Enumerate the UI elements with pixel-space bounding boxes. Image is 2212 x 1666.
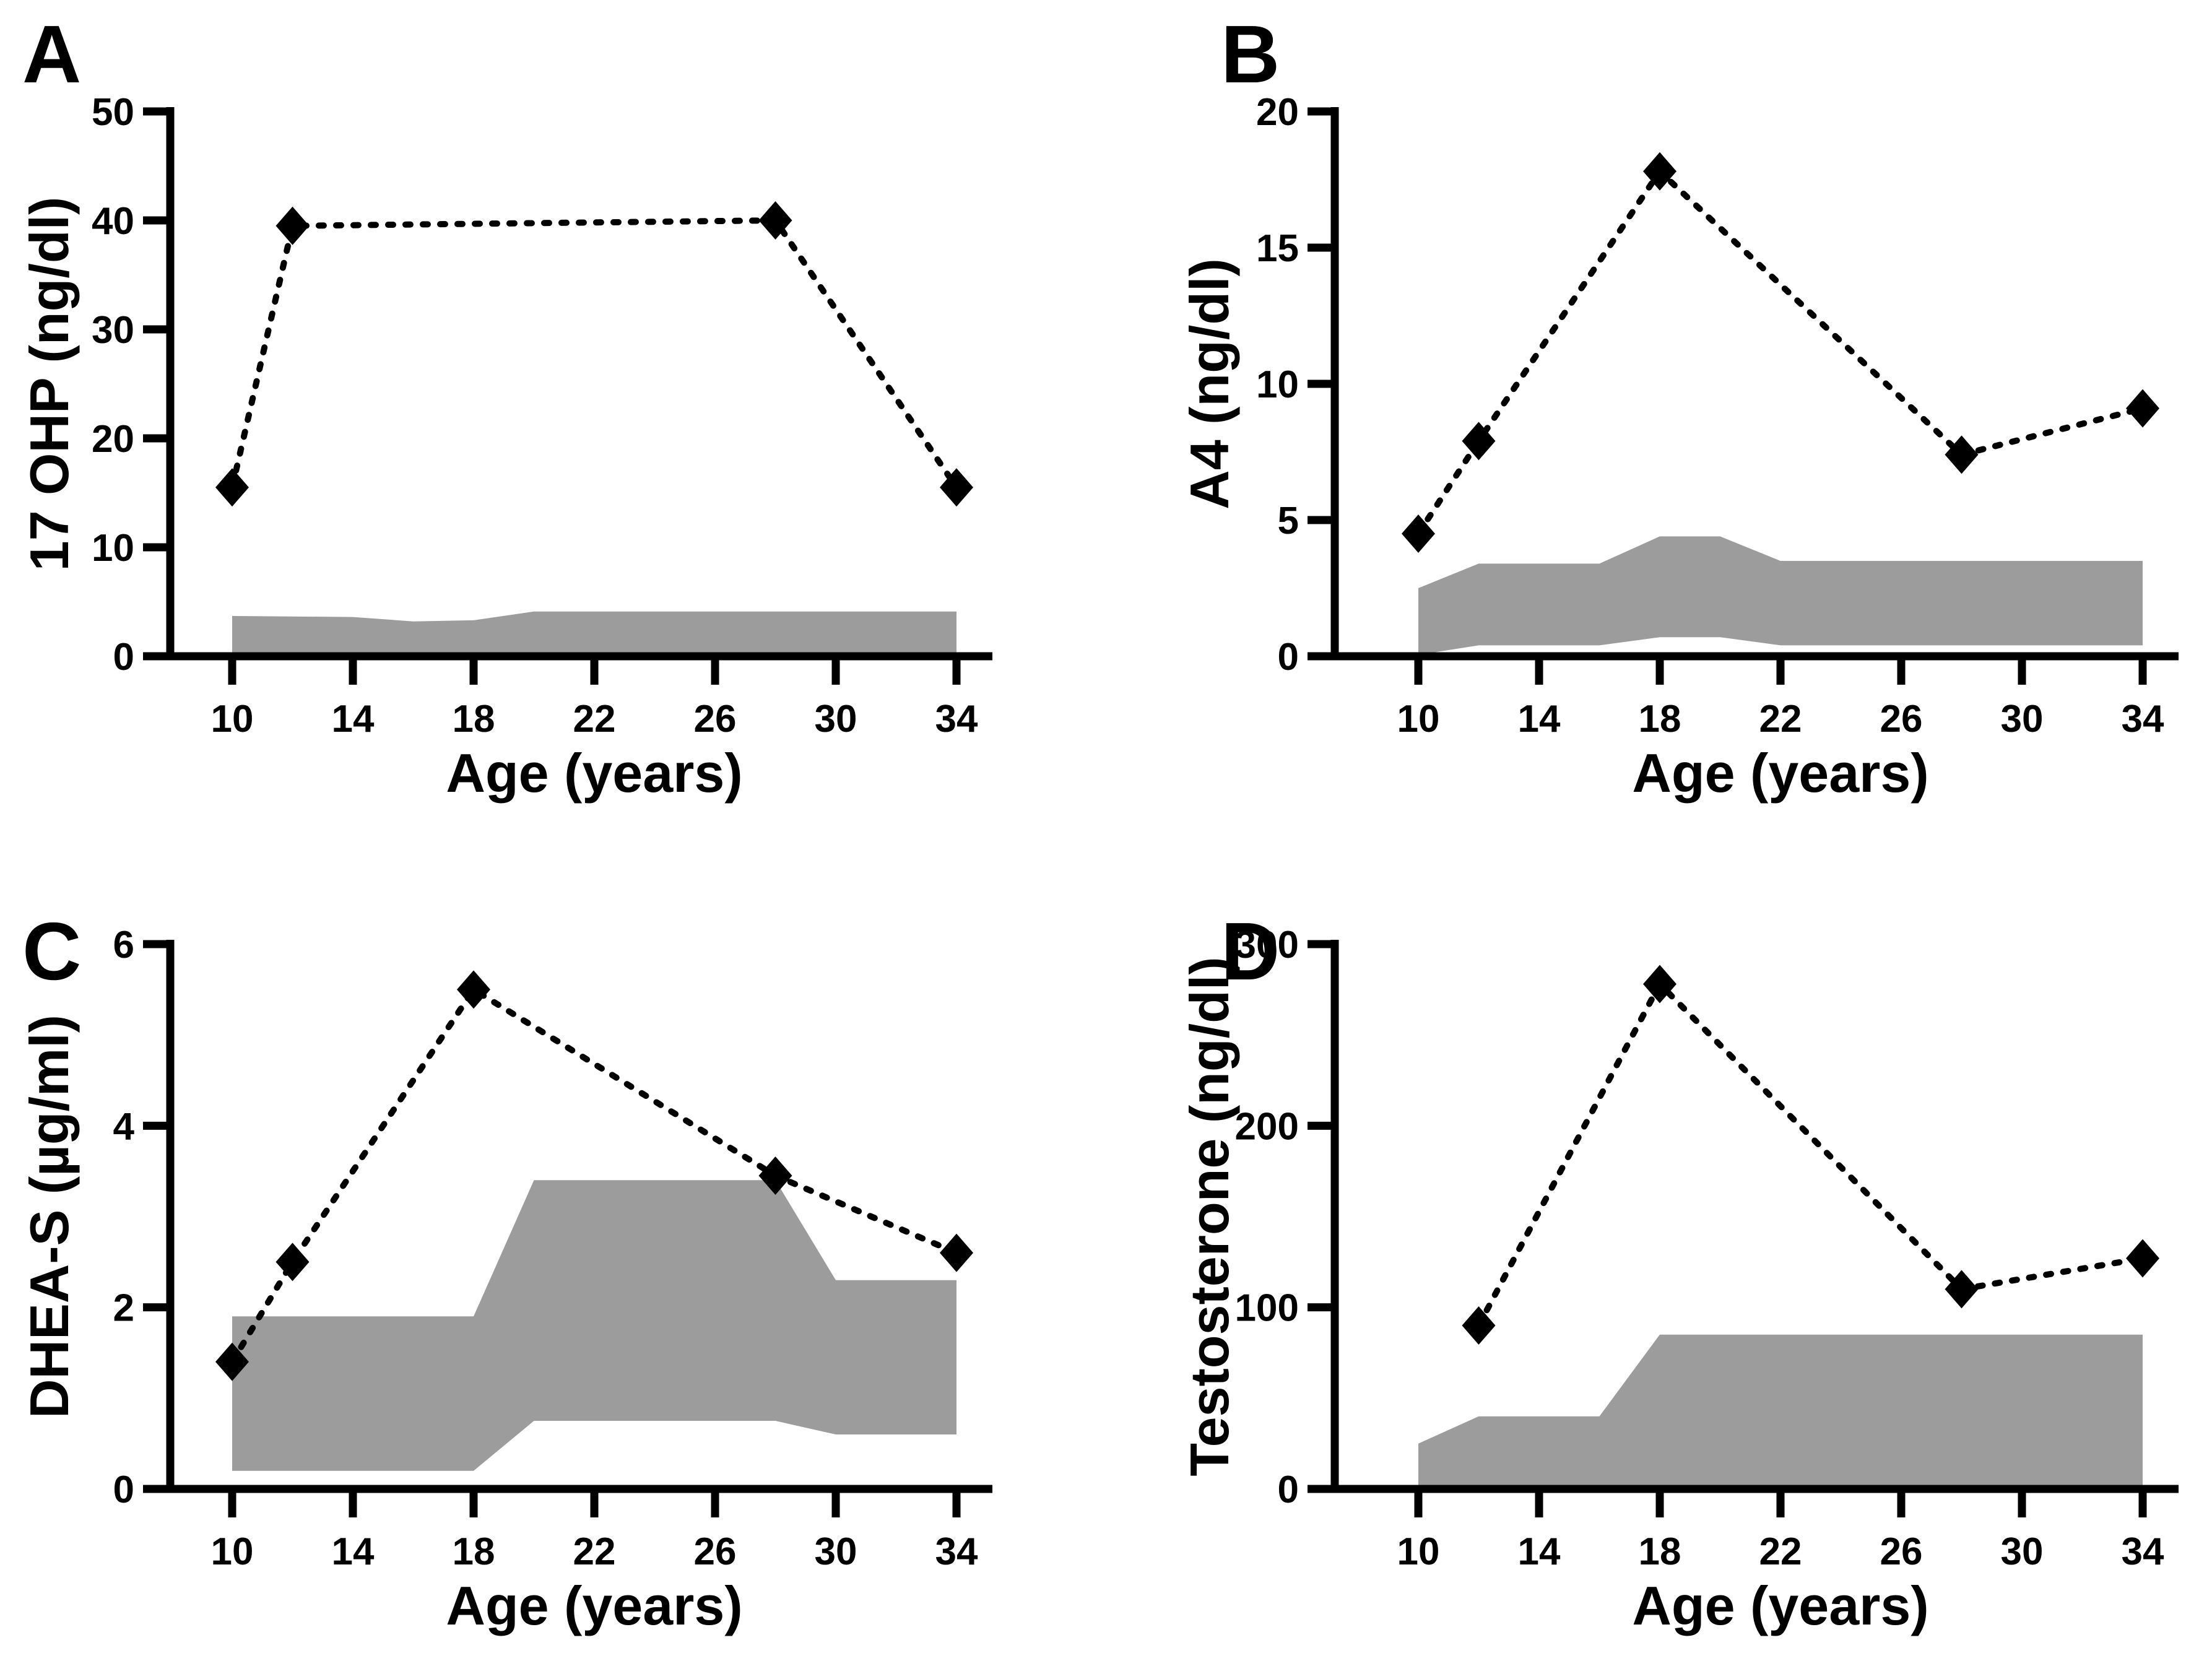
data-point-marker [1462, 1306, 1496, 1345]
data-point-marker [275, 206, 310, 245]
normal-range-band [1418, 536, 2143, 655]
panel-b-plot: 0 5 10 15 20 10 14 18 22 26 30 34 [1256, 91, 2179, 740]
data-point-marker [2126, 389, 2159, 428]
data-point-marker [758, 1156, 792, 1195]
x-tick-label: 10 [1397, 1530, 1440, 1573]
panel-a: A 17 OHP (ng/dl) 0 10 20 30 40 50 10 14 18 22 26 30… [0, 0, 1106, 833]
normal-range-band [1418, 1334, 2143, 1489]
data-line [229, 217, 960, 491]
x-tick-label: 22 [1759, 1530, 1802, 1573]
x-tick-label: 26 [694, 698, 737, 740]
panel-c-plot: 0 2 4 6 10 14 18 22 26 30 34 [113, 924, 992, 1573]
panel-a-plot: 0 10 20 30 40 50 10 14 18 22 26 30 34 [92, 91, 992, 740]
x-tick-label: 30 [2001, 1530, 2044, 1573]
panel-b-x-axis-title: Age (years) [1632, 742, 1929, 804]
y-tick-label: 20 [1256, 91, 1299, 134]
panel-a-x-axis-title: Age (years) [446, 742, 743, 804]
x-tick-label: 18 [1639, 1530, 1681, 1573]
data-point-marker [940, 1233, 973, 1272]
x-tick-label: 34 [2122, 1530, 2164, 1573]
y-tick-label: 40 [92, 200, 134, 243]
y-tick-label: 6 [113, 924, 134, 966]
x-tick-label: 22 [573, 698, 616, 740]
y-tick-label: 15 [1256, 227, 1299, 270]
data-point-marker [457, 970, 490, 1009]
data-point-marker [215, 468, 249, 507]
data-line [1475, 981, 2146, 1329]
x-tick-label: 34 [935, 1530, 978, 1573]
x-tick-label: 14 [332, 698, 375, 740]
x-tick-label: 14 [1518, 1530, 1561, 1573]
data-line [1415, 168, 2146, 537]
x-tick-label: 30 [2001, 698, 2044, 740]
panel-c: C DHEA-S (µg/ml) 0 2 4 6 10 14 18 22 26 30 34 Age … [0, 833, 1106, 1666]
y-tick-label: 0 [113, 636, 134, 679]
panel-a-letter: A [22, 9, 82, 100]
data-point-marker [1402, 514, 1435, 553]
x-tick-label: 10 [211, 698, 254, 740]
data-point-marker [1643, 152, 1676, 191]
normal-range-band [232, 1180, 956, 1471]
y-tick-label: 50 [92, 91, 134, 134]
x-tick-label: 18 [453, 698, 495, 740]
panel-c-letter: C [22, 906, 82, 997]
x-tick-label: 26 [694, 1530, 737, 1573]
panel-d-x-axis-title: Age (years) [1632, 1575, 1929, 1636]
data-point-marker [275, 1243, 310, 1282]
y-tick-label: 100 [1235, 1287, 1299, 1330]
x-tick-label: 18 [453, 1530, 495, 1573]
panel-b: B A4 (ng/dl) 0 5 10 15 20 10 14 18 22 26 30 34 Age … [1106, 0, 2212, 833]
x-tick-label: 14 [1518, 698, 1561, 740]
x-tick-label: 18 [1639, 698, 1681, 740]
data-point-marker [1945, 435, 1979, 474]
y-tick-label: 4 [113, 1105, 135, 1148]
data-point-marker [1945, 1270, 1979, 1309]
y-tick-label: 10 [92, 527, 134, 570]
panel-b-letter: B [1221, 9, 1280, 100]
data-line [229, 986, 960, 1365]
y-tick-label: 20 [92, 418, 134, 461]
y-tick-label: 30 [92, 309, 134, 352]
x-tick-label: 26 [1880, 1530, 1923, 1573]
x-tick-label: 26 [1880, 698, 1923, 740]
panel-d-letter: D [1221, 906, 1280, 997]
y-tick-label: 0 [1278, 636, 1299, 679]
x-tick-label: 34 [2122, 698, 2164, 740]
panel-c-x-axis-title: Age (years) [446, 1575, 743, 1636]
y-tick-label: 10 [1256, 363, 1299, 406]
x-tick-label: 22 [1759, 698, 1802, 740]
normal-range-band [232, 611, 956, 653]
x-tick-label: 34 [935, 698, 978, 740]
data-point-marker [2126, 1239, 2159, 1278]
x-tick-label: 30 [815, 698, 857, 740]
y-tick-label: 200 [1235, 1105, 1299, 1148]
y-tick-label: 0 [113, 1469, 134, 1511]
data-point-marker [1643, 965, 1676, 1004]
y-tick-label: 300 [1235, 924, 1299, 966]
x-tick-label: 14 [332, 1530, 375, 1573]
x-tick-label: 30 [815, 1530, 857, 1573]
x-tick-label: 10 [1397, 698, 1440, 740]
data-point-marker [1462, 422, 1496, 461]
y-tick-label: 5 [1278, 500, 1299, 542]
x-tick-label: 22 [573, 1530, 616, 1573]
panel-d: D Testosterone (ng/dl) 0 100 200 300 10 14 18 2… [1106, 833, 2212, 1666]
data-point-marker [940, 468, 973, 507]
y-tick-label: 0 [1278, 1469, 1299, 1511]
data-point-marker [215, 1342, 249, 1381]
panel-d-plot: 0 100 200 300 10 14 18 22 26 30 34 [1235, 924, 2179, 1573]
y-tick-label: 2 [113, 1287, 134, 1330]
data-point-marker [758, 201, 792, 240]
x-tick-label: 10 [211, 1530, 254, 1573]
